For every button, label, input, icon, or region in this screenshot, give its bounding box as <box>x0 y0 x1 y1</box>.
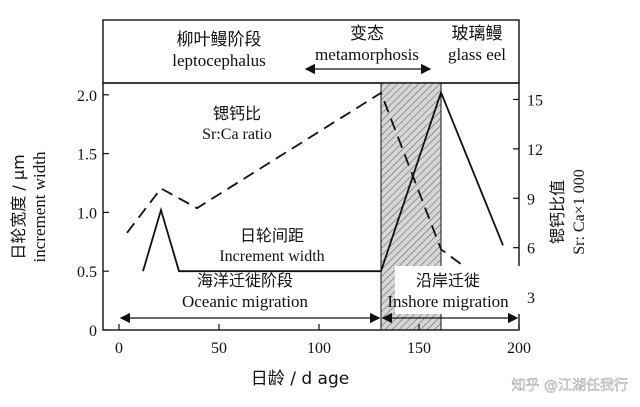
sr-ca-label-cn: 锶钙比 <box>213 104 261 123</box>
y-right-tick-label: 12 <box>527 142 543 159</box>
series-sr-ca-line <box>126 91 500 293</box>
stage-metamorphosis-en: metamorphosis <box>315 45 419 64</box>
inshore-migration-label-cn: 沿岸迁徙 <box>416 271 480 290</box>
stage-leptocephalus-en: leptocephalus <box>172 51 265 70</box>
y-right-tick-label: 15 <box>527 92 543 109</box>
y-left-tick-label: 1.5 <box>77 147 97 164</box>
stage-metamorphosis-cn: 变态 <box>350 24 384 44</box>
y-right-tick-label: 3 <box>527 290 535 307</box>
oceanic-migration-label-en: Oceanic migration <box>182 292 309 311</box>
y-left-title-cn: 日轮宽度 / μm <box>9 154 28 259</box>
x-tick-label: 100 <box>307 340 331 357</box>
y-left-tick-label: 0.5 <box>77 264 97 281</box>
sr-ca-label-en: Sr:Ca ratio <box>202 126 272 143</box>
stage-glass-eel-cn: 玻璃鳗 <box>452 24 503 44</box>
inshore-migration-label-en: Inshore migration <box>387 292 509 311</box>
y-left-title-en: increment width <box>30 151 49 262</box>
y-left-tick-label: 0 <box>89 323 97 340</box>
y-right-tick-label: 6 <box>527 241 535 258</box>
y-left-tick-label: 2.0 <box>77 88 97 105</box>
y-left-tick-label: 1.0 <box>77 205 97 222</box>
watermark: 知乎 @江湖任我行 <box>512 377 628 394</box>
y-right-tick-label: 9 <box>527 191 535 208</box>
oceanic-migration-label-cn: 海洋迁徙阶段 <box>197 271 293 290</box>
series-increment-width-line <box>142 89 504 273</box>
x-tick-label: 150 <box>407 340 431 357</box>
stage-leptocephalus-cn: 柳叶鳗阶段 <box>177 30 262 50</box>
inshore-label-bg <box>395 266 520 314</box>
increment-width-label-cn: 日轮间距 <box>240 226 304 245</box>
increment-width-label-en: Increment width <box>219 248 324 265</box>
y-right-title-cn: 锶钙比值 <box>548 180 567 244</box>
y-right-title-en: Sr: Ca×1 000 <box>571 169 588 254</box>
x-tick-label: 0 <box>115 340 123 357</box>
plot-frame <box>102 82 520 331</box>
stage-glass-eel-en: glass eel <box>448 45 506 64</box>
x-axis-title: 日龄 / d age <box>251 369 349 389</box>
x-tick-label: 200 <box>507 340 531 357</box>
x-tick-label: 50 <box>211 340 227 357</box>
